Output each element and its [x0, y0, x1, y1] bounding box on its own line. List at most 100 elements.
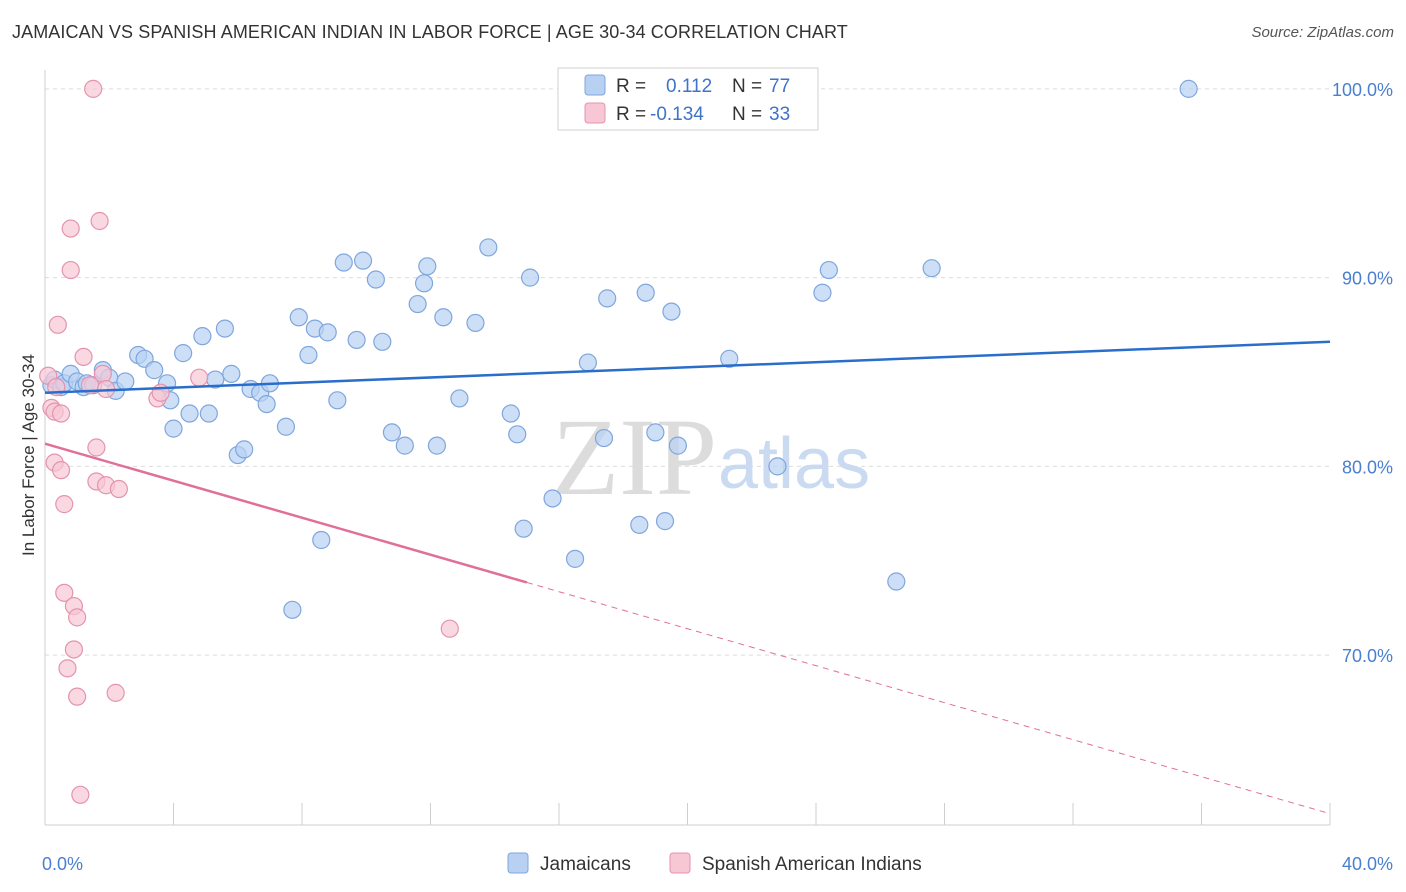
- jamaicans-point-20: [180, 404, 199, 423]
- spanish-american-indians-point-24: [93, 364, 112, 383]
- jamaicans-point-66: [646, 423, 665, 442]
- jamaicans-point-21: [193, 327, 212, 346]
- jamaicans-point-65: [636, 283, 655, 302]
- spanish-american-indians-point-15: [68, 608, 87, 627]
- spanish-american-indians-trend-extension: [526, 581, 1331, 815]
- jamaicans-point-34: [289, 308, 308, 327]
- spanish-american-indians-point-7: [51, 461, 71, 480]
- y-axis-label: In Labor Force | Age 30-34: [19, 354, 38, 556]
- spanish-american-indians-point-23: [90, 211, 109, 231]
- jamaicans-point-74: [887, 572, 906, 591]
- jamaicans-point-47: [408, 294, 427, 314]
- jamaicans-point-25: [222, 364, 241, 383]
- legend-swatch-pink: [584, 102, 606, 124]
- jamaicans-point-43: [366, 270, 385, 289]
- y-tick-label-0: 70.0%: [1342, 646, 1393, 666]
- jamaicans-point-24: [215, 319, 234, 338]
- legend-swatch-spanish-american-indians: [669, 852, 691, 874]
- jamaicans-point-60: [565, 549, 585, 568]
- y-tick-label-2: 90.0%: [1342, 269, 1393, 289]
- watermark-zip: ZIP: [552, 396, 717, 518]
- jamaicans-point-19: [174, 344, 193, 363]
- jamaicans-point-62: [594, 428, 614, 448]
- jamaicans-point-35: [299, 345, 318, 365]
- jamaicans-point-69: [668, 436, 687, 455]
- jamaicans-point-64: [630, 515, 649, 534]
- watermark: ZIP atlas: [552, 396, 870, 518]
- jamaicans-point-67: [655, 512, 675, 531]
- jamaicans-point-57: [514, 519, 533, 538]
- y-tick-label-3: 100.0%: [1332, 80, 1393, 100]
- x-tick-labels: 0.0% 40.0%: [42, 854, 1393, 874]
- jamaicans-point-45: [382, 423, 402, 442]
- spanish-american-indians-point-12: [61, 260, 80, 280]
- jamaicans-point-39: [328, 391, 347, 410]
- spanish-american-indians-point-9: [55, 583, 74, 602]
- spanish-american-indians-point-14: [64, 640, 84, 659]
- jamaicans-point-49: [418, 257, 437, 276]
- legend-label-jamaicans: Jamaicans: [540, 854, 631, 875]
- jamaicans-point-40: [334, 253, 353, 272]
- y-tick-label-1: 80.0%: [1342, 457, 1393, 477]
- jamaicans-point-30: [257, 394, 276, 414]
- jamaicans-point-58: [520, 268, 540, 287]
- spanish-american-indians-point-6: [51, 404, 71, 423]
- spanish-american-indians-point-20: [84, 79, 103, 98]
- jamaicans-point-61: [578, 353, 598, 372]
- spanish-american-indians-point-18: [74, 347, 93, 366]
- jamaicans-point-18: [164, 419, 183, 438]
- legend-r-value-pink: -0.134: [650, 104, 704, 125]
- x-tick-label-1: 40.0%: [1342, 854, 1393, 874]
- jamaicans-point-32: [276, 417, 296, 436]
- legend-n-label-pink: N =: [732, 104, 762, 125]
- source-credit: Source: ZipAtlas.com: [1251, 24, 1394, 41]
- spanish-american-indians-point-16: [68, 687, 87, 706]
- legend-n-value-pink: 33: [769, 104, 790, 125]
- jamaicans-point-27: [235, 440, 254, 459]
- legend-swatch-blue: [584, 74, 606, 96]
- jamaicans-point-33: [283, 600, 302, 619]
- jamaicans-point-53: [466, 313, 485, 333]
- jamaicans-point-76: [1179, 79, 1198, 98]
- jamaicans-point-70: [720, 349, 739, 368]
- jamaicans-point-46: [395, 436, 414, 455]
- spanish-american-indians-point-31: [190, 368, 209, 387]
- jamaicans-point-71: [768, 457, 787, 476]
- jamaicans-point-51: [434, 308, 453, 327]
- legend-r-label-blue: R =: [616, 76, 646, 97]
- chart-title: JAMAICAN VS SPANISH AMERICAN INDIAN IN L…: [12, 22, 848, 42]
- jamaicans-point-42: [353, 251, 373, 270]
- legend-n-label-blue: N =: [732, 76, 762, 97]
- jamaicans-point-55: [501, 404, 520, 423]
- y-tick-labels: 70.0% 80.0% 90.0% 100.0%: [1332, 80, 1393, 666]
- spanish-american-indians-point-8: [55, 495, 74, 514]
- jamaicans-point-68: [662, 302, 681, 321]
- spanish-american-indians-point-10: [58, 659, 77, 678]
- jamaicans-point-44: [373, 332, 392, 351]
- jamaicans-point-15: [145, 361, 164, 380]
- jamaicans-point-48: [414, 274, 434, 293]
- jamaicans-point-73: [819, 260, 838, 280]
- x-tick-label-0: 0.0%: [42, 854, 83, 874]
- legend-swatch-jamaicans: [507, 852, 529, 874]
- series-legend: Jamaicans Spanish American Indians: [507, 852, 922, 875]
- jamaicans-points: [42, 79, 1198, 619]
- spanish-american-indians-trend-line: [44, 442, 528, 584]
- spanish-american-indians-point-28: [109, 479, 128, 499]
- spanish-american-indians-point-32: [440, 619, 459, 638]
- spanish-american-indians-point-17: [71, 785, 90, 804]
- jamaicans-point-12: [116, 372, 135, 391]
- jamaicans-point-52: [450, 389, 469, 408]
- jamaicans-point-38: [318, 323, 337, 342]
- trend-lines: [44, 340, 1331, 815]
- jamaicans-point-41: [347, 330, 366, 350]
- legend-n-value-blue: 77: [769, 76, 790, 97]
- jamaicans-point-63: [598, 289, 617, 308]
- jamaicans-trend-line: [44, 340, 1331, 395]
- spanish-american-indians-point-5: [48, 315, 67, 334]
- legend-r-value-blue: 0.112: [666, 76, 712, 97]
- jamaicans-point-72: [813, 283, 832, 302]
- correlation-legend: R = 0.112 N = 77 R = -0.134 N = 33: [557, 67, 819, 131]
- legend-r-label-pink: R =: [616, 104, 646, 125]
